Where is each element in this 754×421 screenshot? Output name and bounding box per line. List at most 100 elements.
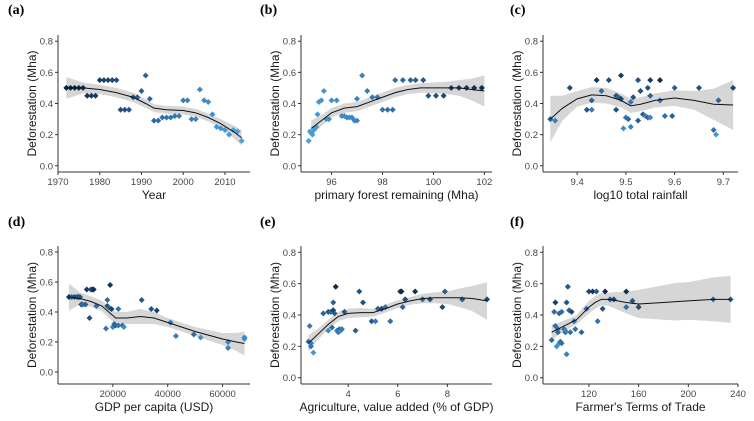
panel-f: (f) 0.0 0.2 0.4 0.6 0.8 120 160 200 240 Farmer's T… bbox=[510, 215, 746, 414]
data-point bbox=[625, 116, 632, 123]
data-point bbox=[359, 72, 366, 79]
x-tick-label: 102 bbox=[476, 177, 492, 188]
data-point bbox=[221, 126, 228, 133]
data-point bbox=[407, 77, 414, 84]
data-point bbox=[146, 95, 153, 102]
y-tick-label: 0.4 bbox=[525, 311, 538, 322]
data-point bbox=[392, 77, 399, 84]
y-tick-label: 0.6 bbox=[283, 279, 296, 290]
data-point bbox=[82, 301, 89, 308]
data-point bbox=[558, 340, 565, 347]
data-point bbox=[103, 325, 109, 332]
data-point bbox=[333, 97, 340, 104]
data-point bbox=[554, 329, 561, 336]
data-point bbox=[109, 77, 116, 84]
y-tick-label: 0.6 bbox=[525, 68, 538, 79]
x-tick-label: 9.4 bbox=[571, 177, 584, 188]
data-point bbox=[583, 305, 590, 312]
confidence-band bbox=[550, 80, 734, 143]
data-point bbox=[558, 308, 565, 315]
data-point bbox=[630, 94, 637, 101]
x-tick-label: 2000 bbox=[173, 177, 194, 188]
data-point bbox=[593, 288, 600, 295]
data-point bbox=[627, 98, 634, 105]
data-point bbox=[115, 306, 122, 312]
x-tick-label: 60000 bbox=[209, 389, 235, 400]
data-point bbox=[552, 299, 559, 306]
y-tick-label: 0.8 bbox=[525, 248, 538, 259]
data-point bbox=[583, 106, 590, 113]
data-point bbox=[618, 72, 624, 79]
x-axis-title: Year bbox=[142, 188, 166, 202]
data-point bbox=[309, 131, 316, 138]
panel-a: (a) 0.0 0.2 0.4 0.6 0.8 1970 1980 1990 2000 2010 Ye… bbox=[8, 3, 250, 202]
confidence-band bbox=[311, 75, 485, 137]
data-point bbox=[599, 305, 606, 312]
data-point bbox=[320, 310, 327, 317]
x-tick-label: 20000 bbox=[100, 389, 126, 400]
y-tick-label: 0.4 bbox=[40, 99, 53, 110]
data-point bbox=[661, 112, 668, 119]
data-point bbox=[155, 117, 162, 124]
y-tick-label: 0.8 bbox=[283, 37, 296, 48]
data-point bbox=[623, 304, 630, 311]
data-point bbox=[567, 329, 574, 336]
data-point bbox=[205, 98, 212, 105]
data-point bbox=[238, 137, 245, 144]
data-point bbox=[364, 88, 371, 95]
x-tick-label: 100 bbox=[425, 177, 441, 188]
data-point bbox=[329, 324, 336, 331]
x-tick-label: 1980 bbox=[89, 177, 110, 188]
y-tick-label: 0.2 bbox=[283, 342, 296, 353]
panel-label: (d) bbox=[8, 215, 25, 230]
data-point bbox=[566, 84, 573, 91]
data-point bbox=[629, 297, 636, 304]
x-tick-label: 240 bbox=[730, 389, 746, 400]
data-point bbox=[563, 299, 570, 306]
data-point bbox=[83, 286, 90, 293]
data-point bbox=[602, 288, 609, 295]
data-point bbox=[389, 106, 396, 113]
confidence-band bbox=[68, 283, 245, 356]
data-point bbox=[326, 116, 333, 123]
data-point bbox=[113, 77, 120, 84]
panel-c: (c) 0.0 0.2 0.4 0.6 0.8 9.4 9.5 9.6 9.7 log10 tota… bbox=[510, 3, 738, 202]
y-tick-label: 0.0 bbox=[283, 161, 296, 172]
data-point bbox=[190, 331, 197, 338]
data-point bbox=[306, 322, 313, 329]
y-axis-title: Deforestation (Mha) bbox=[268, 50, 282, 156]
x-tick-label: 160 bbox=[631, 389, 647, 400]
y-tick-label: 0.2 bbox=[525, 130, 538, 141]
x-tick-label: 9.5 bbox=[619, 177, 632, 188]
y-tick-label: 0.0 bbox=[283, 373, 296, 384]
data-point bbox=[399, 304, 406, 311]
y-tick-label: 0.2 bbox=[40, 338, 53, 349]
data-point bbox=[92, 92, 99, 99]
y-tick-label: 0.4 bbox=[283, 99, 296, 110]
data-point bbox=[310, 349, 317, 356]
data-point bbox=[138, 297, 145, 303]
data-point bbox=[635, 117, 642, 124]
panel-label: (c) bbox=[510, 3, 526, 18]
x-tick-label: 1990 bbox=[131, 177, 152, 188]
y-tick-label: 0.4 bbox=[40, 308, 53, 319]
data-point bbox=[188, 116, 195, 123]
x-axis-title: primary forest remaining (Mha) bbox=[314, 188, 478, 202]
data-point bbox=[387, 318, 394, 325]
data-point bbox=[605, 77, 612, 84]
data-point bbox=[213, 123, 220, 130]
data-point bbox=[568, 308, 575, 315]
panel-label: (b) bbox=[260, 3, 277, 18]
data-point bbox=[120, 324, 127, 330]
data-point bbox=[399, 77, 406, 84]
y-axis-title: Deforestation (Mha) bbox=[510, 50, 524, 156]
y-tick-label: 0.8 bbox=[525, 37, 538, 48]
y-tick-label: 0.0 bbox=[40, 161, 53, 172]
data-point bbox=[90, 286, 97, 293]
data-point bbox=[352, 327, 359, 334]
data-point bbox=[368, 318, 375, 325]
x-tick-label: 120 bbox=[581, 389, 597, 400]
data-point bbox=[713, 131, 720, 138]
